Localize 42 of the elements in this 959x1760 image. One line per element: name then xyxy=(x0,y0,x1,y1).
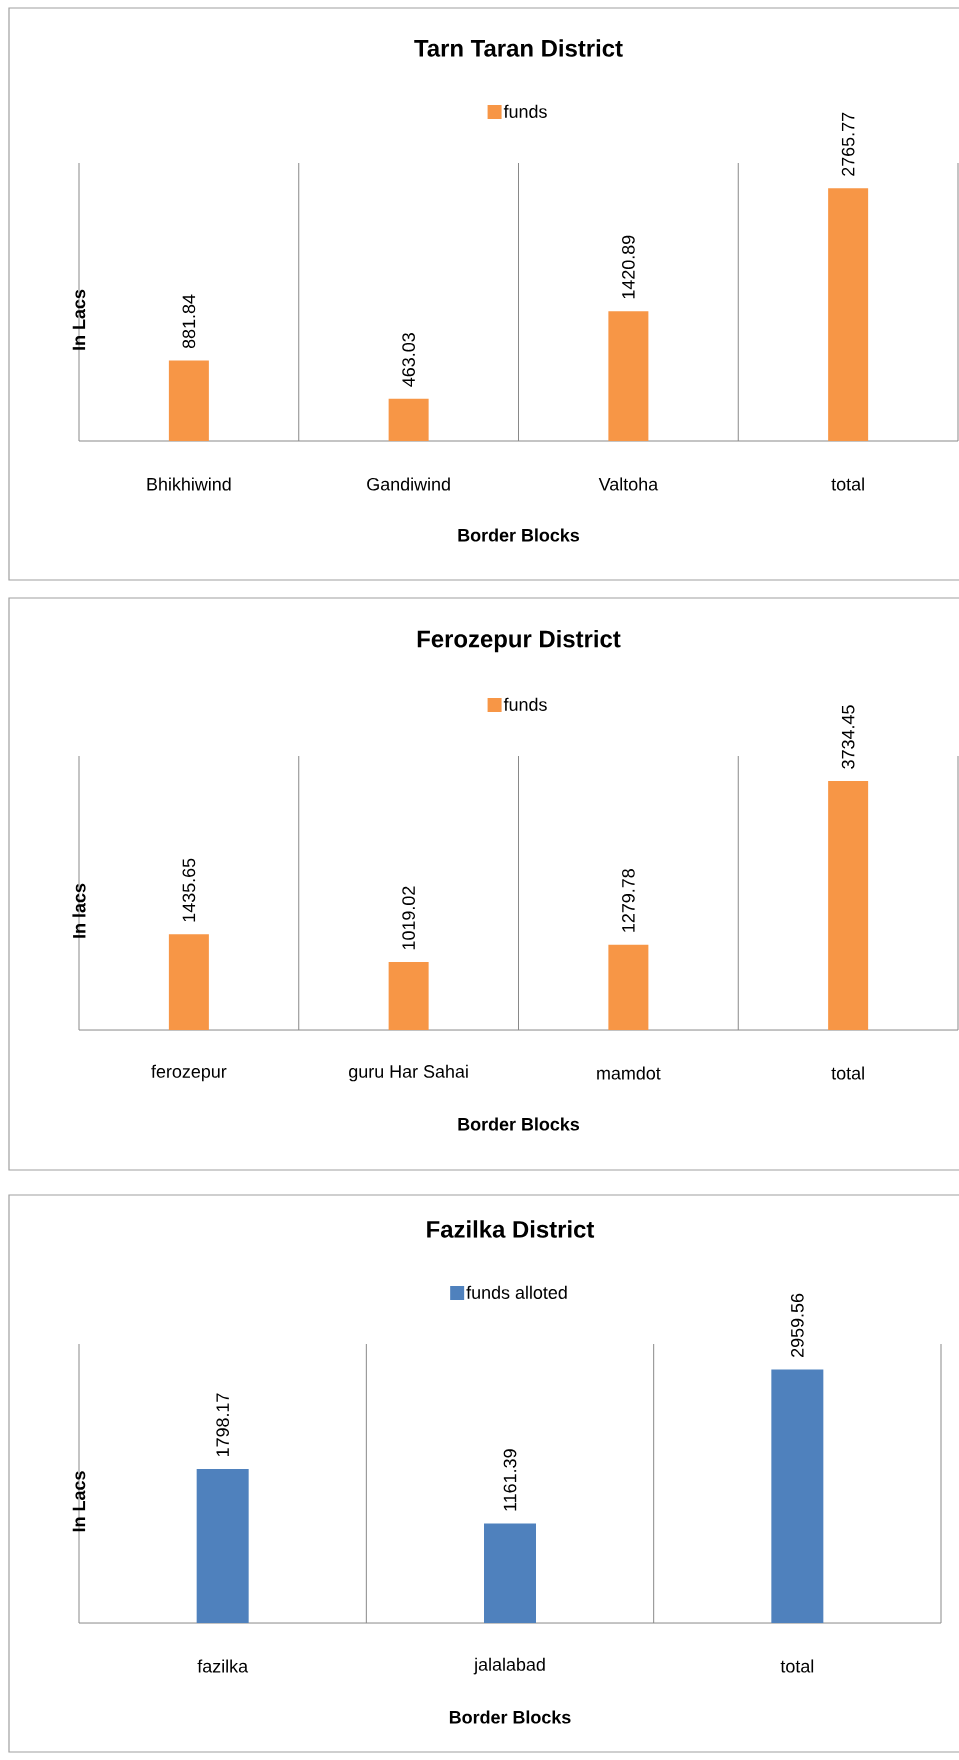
x-tick-label: Bhikhiwind xyxy=(147,477,231,491)
data-label: 1435.65 xyxy=(182,858,196,922)
x-tick-label: total xyxy=(831,1066,864,1080)
x-axis-title: Border Blocks xyxy=(458,1117,580,1131)
data-label: 1161.39 xyxy=(503,1449,517,1511)
legend-label: funds alloted xyxy=(466,1285,567,1299)
y-axis-title: In Lacs xyxy=(72,289,86,350)
data-label: 463.03 xyxy=(402,333,415,387)
legend-label: funds xyxy=(503,104,547,118)
chart-title: Fazilka District xyxy=(427,1220,595,1238)
bar xyxy=(608,311,649,442)
bar xyxy=(828,188,869,442)
x-tick-label: total xyxy=(831,477,864,491)
y-axis-title: In lacs xyxy=(72,883,86,938)
chart-title: Ferozepur District xyxy=(417,629,621,653)
data-label: 2765.77 xyxy=(841,112,855,176)
x-tick-label: ferozepur xyxy=(151,1064,227,1082)
bar xyxy=(388,962,429,1031)
data-label: 1420.89 xyxy=(622,235,635,299)
x-tick-label: total xyxy=(780,1659,814,1673)
x-tick-label: jalalabad xyxy=(473,1657,545,1675)
x-axis-title: Border Blocks xyxy=(458,528,580,542)
data-label: 3734.45 xyxy=(841,705,855,769)
y-axis-title: In Lacs xyxy=(72,1471,86,1532)
x-tick-label: Valtoha xyxy=(598,477,659,491)
data-label: 1019.02 xyxy=(402,886,415,950)
bar xyxy=(608,944,649,1031)
x-tick-label: fazilka xyxy=(197,1659,249,1673)
x-tick-label: Gandiwind xyxy=(367,477,450,491)
bar xyxy=(828,780,869,1031)
bar xyxy=(388,398,429,442)
x-axis-title: Border Blocks xyxy=(449,1710,571,1724)
bar xyxy=(168,360,209,442)
chart-title: Tarn Taran District xyxy=(414,39,623,57)
bar xyxy=(168,934,209,1031)
data-label: 2959.56 xyxy=(790,1293,804,1357)
x-tick-label: mamdot xyxy=(597,1066,661,1080)
data-label: 1798.17 xyxy=(216,1393,230,1457)
legend-label: funds xyxy=(503,697,547,711)
x-tick-label: guru Har Sahai xyxy=(349,1064,468,1082)
data-label: 1279.78 xyxy=(622,869,635,932)
data-label: 881.84 xyxy=(182,294,196,349)
